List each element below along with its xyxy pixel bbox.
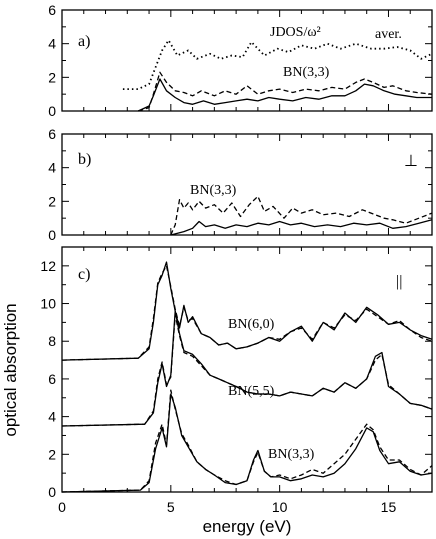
panel-c-bn33-annotation: BN(3,3) — [268, 447, 315, 462]
panel-c: 0 2 4 6 8 10 12 0 5 10 15 c) || BN(6,0) BN(5,5) BN… — [40, 246, 433, 515]
panel-c-ytick-label: 8 — [48, 333, 56, 349]
y-axis-title: optical absorption — [1, 303, 20, 436]
panel-a-curves — [122, 39, 433, 112]
panel-c-ytick-label: 12 — [40, 258, 56, 274]
panel-c-series-solid-line — [61, 261, 433, 361]
panel-a-ytick-label: 0 — [48, 103, 56, 119]
panel-a: 0 2 4 6 a) JDOS/ω² aver. BN(3,3) — [48, 2, 433, 119]
panel-c-xtick-label: 0 — [58, 499, 66, 515]
panel-a-bn33-annotation: BN(3,3) — [283, 65, 330, 80]
panel-a-ticks: 0 2 4 6 — [48, 2, 433, 119]
panel-b-frame — [61, 133, 433, 236]
panel-b-perpendicular-marker: ⊥ — [404, 153, 418, 170]
panel-b: 0 2 4 6 b) ⊥ BN(3,3) — [48, 126, 433, 243]
panel-b-series-solid-line — [170, 219, 433, 236]
panel-b-ticks: 0 2 4 6 — [48, 126, 433, 243]
panel-a-ytick-label: 6 — [48, 2, 56, 18]
panel-c-ytick-label: 0 — [48, 484, 56, 500]
panel-c-label: c) — [78, 266, 90, 283]
panel-a-ytick-label: 2 — [48, 69, 56, 85]
panel-c-frame — [61, 246, 433, 493]
panel-a-frame — [61, 9, 433, 112]
panel-b-label: b) — [78, 151, 91, 168]
x-axis-title: energy (eV) — [203, 517, 292, 536]
panel-b-ytick-label: 0 — [48, 227, 56, 243]
panel-a-jdos-annotation: JDOS/ω² — [270, 25, 321, 40]
panel-c-series-dashed-line — [61, 389, 433, 493]
panel-a-series-dashed-line — [138, 71, 433, 112]
panel-b-ytick-label: 2 — [48, 193, 56, 209]
panel-a-ytick-label: 4 — [48, 36, 56, 52]
panel-c-ticks: 0 2 4 6 8 10 12 0 5 10 15 — [40, 247, 433, 515]
panel-c-ytick-label: 2 — [48, 446, 56, 462]
panel-c-bn60-annotation: BN(6,0) — [228, 317, 275, 332]
panel-c-ytick-label: 4 — [48, 409, 56, 425]
panel-b-curves — [170, 195, 433, 236]
panel-c-parallel-marker: || — [396, 273, 402, 290]
panel-c-series-dashed-line — [61, 265, 433, 361]
panel-a-series-solid-line — [137, 78, 432, 112]
panel-b-bn33-annotation: BN(3,3) — [190, 183, 237, 198]
panel-c-xtick-label: 15 — [381, 499, 397, 515]
panel-a-label: a) — [78, 33, 90, 50]
panel-c-ytick-label: 10 — [40, 296, 56, 312]
panel-b-series-dashed-line — [170, 195, 433, 236]
panel-c-xtick-label: 5 — [167, 499, 175, 515]
panel-b-ytick-label: 4 — [48, 160, 56, 176]
panel-a-series-dotted-line — [122, 39, 433, 90]
panel-c-curves — [61, 261, 433, 493]
panel-b-ytick-label: 6 — [48, 126, 56, 142]
panel-a-average-marker: aver. — [375, 27, 402, 42]
panel-c-ytick-label: 6 — [48, 371, 56, 387]
panel-c-series-dashed-line — [61, 314, 433, 427]
panel-c-series-solid-line — [61, 393, 433, 493]
panel-c-bn55-annotation: BN(5,5) — [228, 384, 275, 399]
panel-c-xtick-label: 10 — [272, 499, 288, 515]
